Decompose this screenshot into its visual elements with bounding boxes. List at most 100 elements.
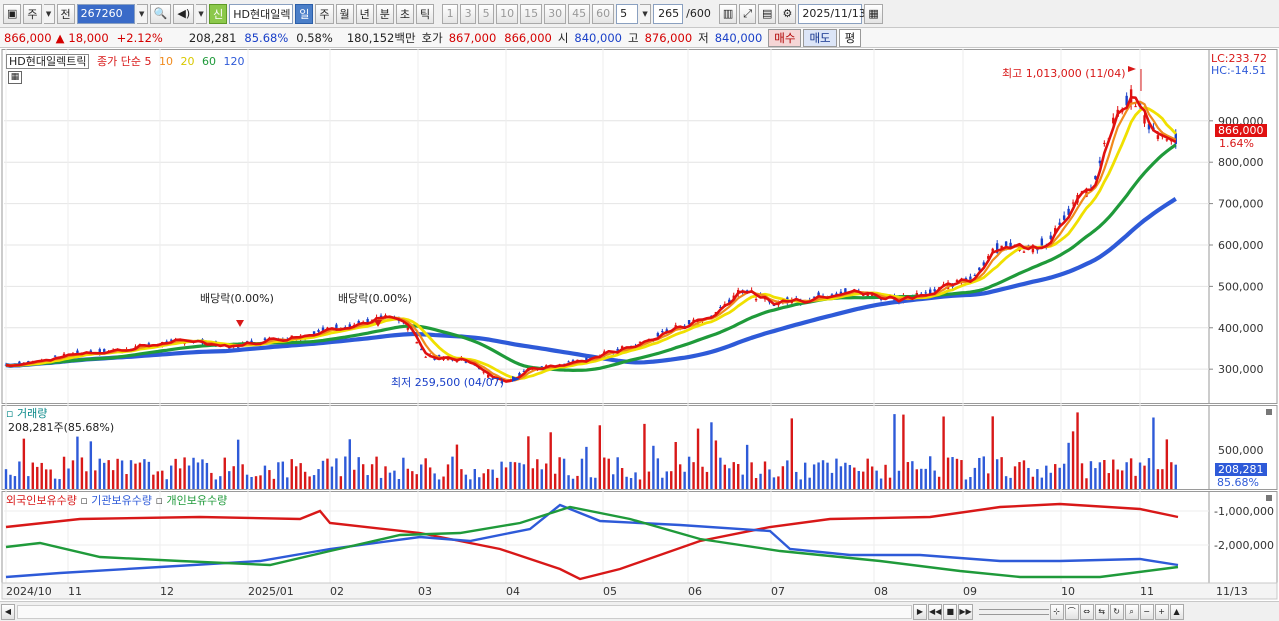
zoom-icon[interactable]: ⌕ (1124, 603, 1139, 620)
volume-bar (1013, 466, 1017, 489)
chevron-down-icon[interactable]: ▼ (640, 3, 652, 24)
rewind-icon[interactable]: ◀◀ (928, 603, 943, 620)
volume-bar (888, 477, 892, 489)
chevron-down-icon[interactable]: ▼ (196, 3, 208, 24)
stock-code-input[interactable]: 267260 (76, 3, 135, 24)
interval-5[interactable]: 5 (478, 3, 495, 24)
scroll-track[interactable] (17, 604, 912, 619)
prev-button[interactable]: 전 (56, 3, 75, 24)
volume-bar (1103, 460, 1106, 489)
volume-bar (737, 464, 740, 489)
interval-15[interactable]: 15 (520, 3, 543, 24)
volume-bar (178, 468, 182, 489)
x-tick-label: 05 (603, 585, 617, 598)
volume-bar (1125, 462, 1128, 489)
timeframe-minute[interactable]: 분 (375, 3, 394, 24)
range-icon[interactable]: ⇔ (1079, 603, 1094, 620)
volume-bar (245, 474, 249, 489)
candle-body (522, 370, 526, 372)
candle-body (661, 331, 664, 333)
save-icon[interactable]: ▤ (758, 3, 777, 24)
timeframe-month[interactable]: 월 (335, 3, 354, 24)
credit-button[interactable]: 신 (209, 3, 228, 24)
volume-bar (161, 470, 164, 489)
interval-10[interactable]: 10 (496, 3, 519, 24)
candle-type-icon[interactable]: ▥ (718, 3, 738, 24)
volume-bar (129, 460, 133, 489)
interval-45[interactable]: 45 (568, 3, 591, 24)
timeframe-day[interactable]: 일 (295, 3, 314, 24)
volume-bar (696, 428, 700, 489)
y-axis-frame (1208, 491, 1278, 584)
volume-bar (1134, 475, 1137, 489)
speaker-icon[interactable]: ◀) (173, 3, 195, 24)
volume-bar (1036, 469, 1039, 489)
volume-bar (312, 475, 316, 489)
stock-chart-canvas[interactable]: 900,000800,000700,000600,000500,000400,0… (0, 49, 1279, 601)
triangle-up-icon[interactable]: ▲ (1169, 603, 1184, 620)
volume-bar (495, 477, 499, 489)
interval-3[interactable]: 3 (460, 3, 477, 24)
volume-bar (790, 418, 793, 489)
chevron-down-icon[interactable]: ▼ (136, 3, 148, 24)
date-input[interactable]: 2025/11/13 (798, 3, 866, 24)
volume-bar (652, 445, 655, 489)
timeframe-year[interactable]: 년 (355, 3, 374, 24)
grid-toggle-icon[interactable]: ▦ (8, 71, 22, 84)
custom-interval-input[interactable]: 5 (616, 3, 639, 24)
volume-bar (428, 467, 432, 489)
volume-bar (290, 459, 293, 489)
layout-icon[interactable]: ▣ (3, 3, 22, 24)
volume-bar (111, 470, 115, 489)
sell-button[interactable]: 매도 (803, 28, 837, 47)
timeframe-tick[interactable]: 틱 (416, 3, 435, 24)
volume-bar (308, 476, 311, 489)
zoom-slider[interactable] (978, 608, 1049, 615)
draw-tool-icon[interactable]: ⤢ (739, 3, 757, 24)
chevron-down-icon[interactable]: ▼ (43, 3, 55, 24)
volume-bar (951, 457, 954, 489)
volume-bar (330, 466, 334, 489)
y-tick-label: 500,000 (1218, 280, 1264, 293)
compare-icon[interactable]: ⇆ (1094, 603, 1109, 620)
candle-body (486, 374, 490, 378)
volume-bar (1098, 462, 1102, 489)
scroll-left-icon[interactable]: ◀ (1, 603, 15, 620)
volume-bar (353, 469, 356, 489)
bar-count-input[interactable]: 265 (653, 3, 684, 24)
fast-forward-icon[interactable]: ▶▶ (958, 603, 973, 620)
gear-icon[interactable]: ⚙ (778, 3, 797, 24)
magnet-icon[interactable]: ⌒ (1064, 603, 1079, 620)
stop-icon[interactable]: ■ (943, 603, 958, 620)
crosshair-icon[interactable]: ⊹ (1049, 603, 1064, 620)
average-button[interactable]: 평 (838, 28, 862, 47)
candle-body (1004, 241, 1008, 249)
zoom-out-icon[interactable]: − (1139, 603, 1154, 620)
candle-body (692, 319, 695, 322)
volume-bar (1080, 463, 1084, 489)
chart-scrollbar[interactable]: ◀ ▶ ◀◀ ■ ▶▶ ⊹ ⌒ ⇔ ⇆ ↻ ⌕ − + ▲ (0, 601, 1279, 621)
interval-60[interactable]: 60 (592, 3, 615, 24)
volume-bar (223, 457, 226, 489)
refresh-icon[interactable]: ↻ (1109, 603, 1124, 620)
buy-button[interactable]: 매수 (768, 28, 802, 47)
timeframe-second[interactable]: 초 (395, 3, 414, 24)
volume-bar (9, 474, 12, 489)
low-annotation: 최저 259,500 (04/07) (391, 376, 505, 389)
interval-30[interactable]: 30 (544, 3, 567, 24)
volume-bar (678, 464, 682, 489)
period-select[interactable]: 주 (23, 3, 42, 24)
timeframe-week[interactable]: 주 (315, 3, 334, 24)
panel-handle-icon (1266, 495, 1272, 501)
chart-area[interactable]: 900,000 800,000 700,000 600,000 500,000 400,0… (0, 49, 1279, 601)
volume-bar (598, 425, 602, 489)
candle-body (1134, 106, 1137, 108)
search-icon[interactable]: 🔍 (149, 3, 172, 24)
volume-bar (661, 477, 664, 489)
zoom-in-icon[interactable]: + (1154, 603, 1169, 620)
play-icon[interactable]: ▶ (913, 603, 927, 620)
interval-1[interactable]: 1 (442, 3, 459, 24)
calendar-icon[interactable]: ▦ (864, 3, 883, 24)
volume-bar (509, 461, 512, 489)
open-price: 840,000 (574, 30, 622, 45)
